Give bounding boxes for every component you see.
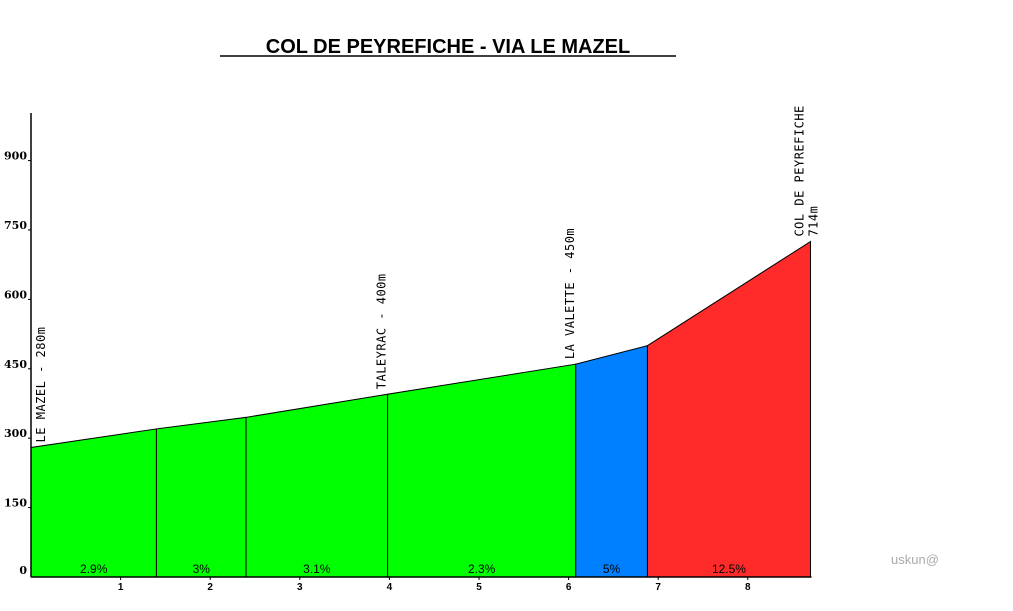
x-tick-label: 6	[566, 582, 572, 593]
x-tick-label: 7	[655, 582, 661, 593]
y-tick-label: 750	[4, 219, 27, 232]
y-tick-label: 450	[4, 358, 27, 371]
segment-6	[646, 240, 812, 578]
grade-label-4: 2.3%	[468, 562, 496, 576]
place-label-4: 714m	[807, 206, 821, 237]
grade-label-3: 3.1%	[303, 562, 331, 576]
y-tick-label: 300	[4, 427, 27, 440]
grade-label-5: 5%	[603, 562, 621, 576]
y-tick-label: 0	[19, 564, 27, 577]
credit-text: uskun@	[891, 552, 939, 567]
grade-label-1: 2.9%	[80, 562, 108, 576]
x-tick-label: 8	[745, 582, 751, 593]
segment-3	[245, 393, 389, 578]
grade-label-2: 3%	[193, 562, 211, 576]
labels: 2.9% 3% 3.1% 2.3% 5% 12.5% LE MAZEL - 280m TALE…	[34, 105, 821, 576]
place-label-2: TALEYRAC - 400m	[375, 273, 389, 389]
segment-2	[155, 416, 247, 578]
x-tick-label: 4	[387, 582, 393, 593]
axes: 0 150 300 450 600 750 900 1 2 3 4 5 6 7 8	[4, 113, 812, 593]
segment-4	[387, 363, 577, 578]
place-label-3: LA VALETTE - 450m	[563, 228, 577, 359]
grade-label-6: 12.5%	[712, 562, 746, 576]
x-tick-label: 2	[207, 582, 213, 593]
x-tick-label: 1	[118, 582, 124, 593]
place-label-4: COL DE PEYREFICHE	[793, 105, 807, 236]
y-tick-label: 900	[4, 150, 27, 163]
place-label-1: LE MAZEL - 280m	[34, 327, 48, 443]
profile-segments	[30, 240, 812, 578]
segment-5	[575, 345, 648, 578]
y-tick-label: 600	[4, 288, 27, 301]
chart-title: COL DE PEYREFICHE - VIA LE MAZEL	[266, 36, 630, 58]
x-tick-label: 5	[476, 582, 482, 593]
y-tick-label: 150	[4, 497, 27, 510]
x-tick-label: 3	[297, 582, 303, 593]
segment-1	[30, 428, 157, 578]
